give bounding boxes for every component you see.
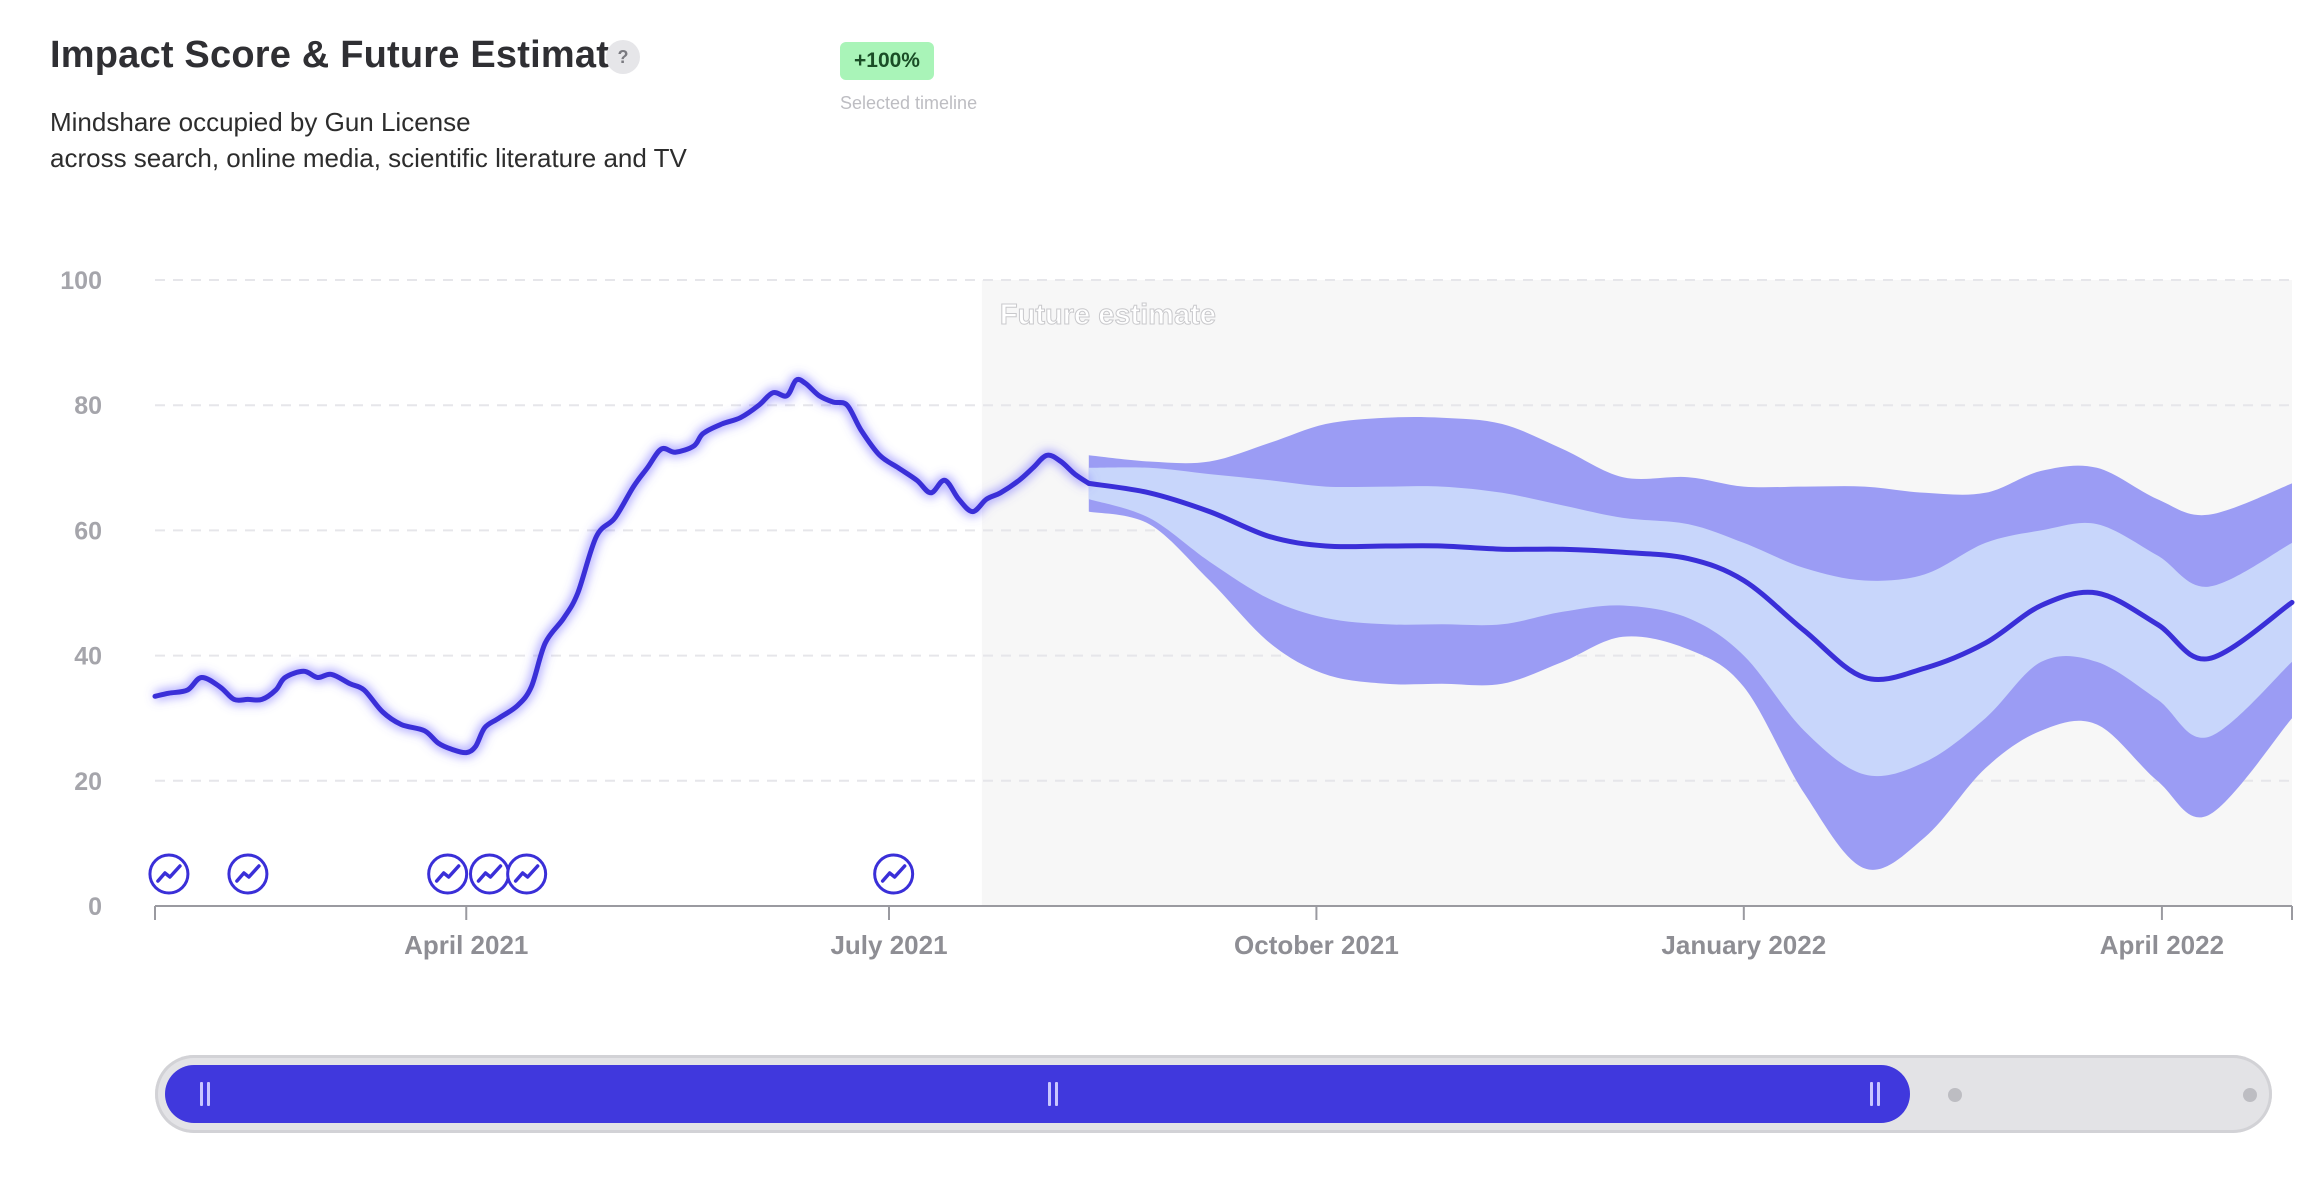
impact-chart: Future estimate 0 20 40 60 80 100 April 2021 Ju… [60, 267, 2295, 960]
timeline-selected-range[interactable] [165, 1065, 1910, 1123]
y-tick-label: 100 [60, 267, 102, 295]
history-line [152, 376, 1092, 756]
forecast-median-line [1086, 480, 2295, 683]
x-tick-label: April 2021 [404, 930, 528, 960]
chart-subtitle: Mindshare occupied by Gun License across… [50, 104, 687, 176]
trend-up-icon[interactable] [148, 853, 190, 895]
x-tick-label: October 2021 [1234, 930, 1399, 960]
y-tick-label: 20 [74, 768, 102, 796]
trend-up-icon[interactable] [227, 853, 269, 895]
x-tick-label: July 2021 [830, 930, 947, 960]
event-marker-trend [880, 864, 907, 883]
trend-up-icon[interactable] [427, 853, 469, 895]
subtitle-line-1: Mindshare occupied by Gun License [50, 107, 471, 137]
y-tick-label: 80 [74, 392, 102, 420]
event-marker-trend [156, 864, 182, 883]
chart-header: Impact Score & Future Estimate ? Mindsha… [50, 34, 1150, 184]
future-estimate-label: Future estimate [1000, 299, 1216, 331]
y-tick-label: 40 [74, 643, 102, 671]
trend-up-icon[interactable] [468, 853, 510, 895]
question-icon[interactable]: ? [606, 40, 640, 74]
right-handle-grip-icon[interactable] [1868, 1082, 1882, 1106]
y-tick-label: 0 [88, 893, 102, 921]
event-marker-trend [235, 864, 261, 883]
change-badge: +100% [840, 42, 934, 80]
timeline-scrollbar[interactable] [155, 1055, 2272, 1133]
trend-up-icon[interactable] [506, 853, 548, 895]
x-tick-label: April 2022 [2100, 930, 2224, 960]
history-line-glow [153, 374, 1092, 758]
event-marker-trend [434, 864, 461, 883]
trend-up-icon[interactable] [873, 853, 915, 895]
y-tick-label: 60 [74, 517, 102, 545]
chart-title: Impact Score & Future Estimate [50, 34, 631, 76]
scroll-end-dot-icon[interactable] [2243, 1088, 2257, 1102]
badge-caption: Selected timeline [840, 93, 978, 113]
x-tick-label: January 2022 [1661, 930, 1826, 960]
event-marker-trend [513, 864, 540, 883]
scroll-dot-icon[interactable] [1948, 1088, 1962, 1102]
center-handle-grip-icon[interactable] [1046, 1082, 1060, 1106]
subtitle-line-2: across search, online media, scientific … [50, 143, 687, 173]
left-handle-grip-icon[interactable] [198, 1082, 212, 1106]
event-marker-trend [476, 864, 503, 883]
